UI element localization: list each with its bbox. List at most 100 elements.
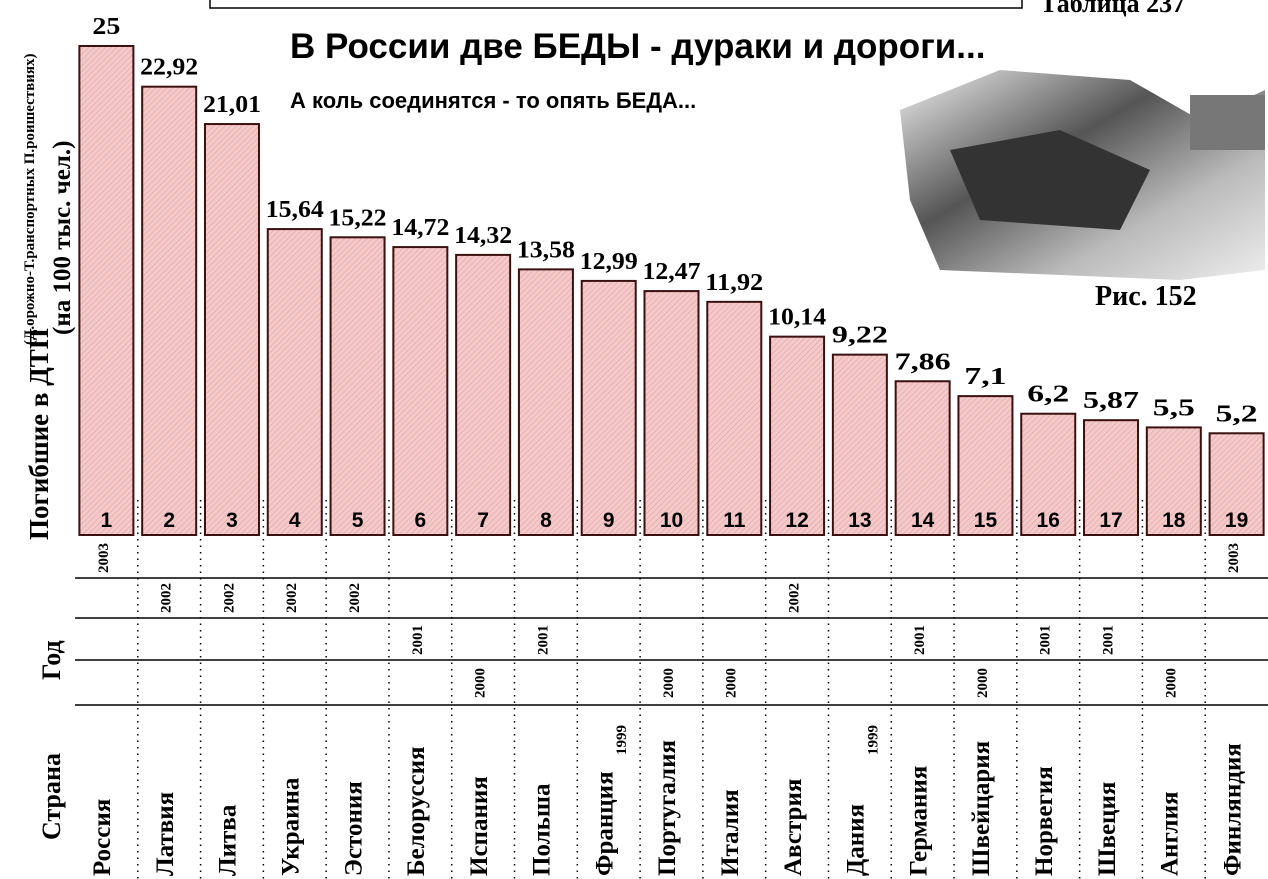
value-label: 15,22 — [329, 205, 387, 231]
year-label: 1999 — [865, 725, 881, 755]
x-tick-label: Эстония — [340, 781, 367, 876]
rank-label: 1 — [101, 509, 113, 532]
year-row-label: Год — [37, 640, 66, 680]
value-label: 22,92 — [140, 55, 198, 81]
year-label: 2001 — [1038, 625, 1054, 655]
value-label: 7,1 — [964, 364, 1006, 390]
bar — [643, 290, 700, 536]
x-tick-label: Италия — [717, 789, 744, 876]
year-label: 2002 — [787, 583, 803, 613]
frame — [209, 0, 1023, 9]
year-label: 2001 — [410, 625, 426, 655]
bar — [894, 380, 951, 536]
rank-label: 8 — [540, 509, 552, 532]
x-tick-label: Украина — [277, 777, 304, 876]
bar — [1083, 419, 1140, 536]
rank-label: 4 — [289, 509, 301, 532]
value-label: 15,64 — [266, 197, 324, 223]
x-tick-label: Дания — [843, 804, 870, 876]
bar — [78, 45, 135, 536]
value-label: 7,86 — [895, 349, 951, 375]
x-tick-label: Норвегия — [1031, 766, 1058, 876]
rank-label: 19 — [1225, 509, 1248, 532]
year-label: 2003 — [96, 543, 112, 573]
value-label: 14,32 — [454, 223, 512, 249]
value-label: 5,2 — [1216, 401, 1258, 427]
x-tick-label: Россия — [89, 799, 116, 876]
x-tick-label: Португалия — [654, 740, 681, 876]
rank-label: 15 — [974, 509, 998, 532]
chart-title: В России две БЕДЫ - дураки и дороги... — [290, 27, 985, 66]
year-label: 2000 — [473, 668, 489, 698]
x-tick-label: Англия — [1157, 792, 1184, 877]
bar — [266, 228, 323, 536]
bar — [769, 335, 826, 536]
x-tick-label: Швейцария — [968, 741, 995, 876]
value-label: 12,99 — [580, 249, 638, 275]
bar — [392, 246, 449, 536]
year-label: 2001 — [1100, 625, 1116, 655]
bar — [831, 353, 888, 536]
value-label: 14,72 — [391, 215, 449, 241]
rank-label: 18 — [1162, 509, 1186, 532]
value-label: 21,01 — [203, 92, 261, 118]
rank-label: 3 — [226, 509, 238, 532]
year-label: 2000 — [1163, 668, 1179, 698]
rank-label: 6 — [414, 509, 426, 532]
value-label: 5,5 — [1153, 395, 1195, 421]
x-tick-label: Франция — [591, 771, 618, 876]
year-label: 2002 — [159, 583, 175, 613]
x-tick-label: Белоруссия — [403, 746, 430, 876]
value-label: 5,87 — [1083, 388, 1139, 414]
bar — [706, 300, 763, 536]
year-label: 2000 — [724, 668, 740, 698]
bar — [1208, 432, 1265, 536]
photo — [900, 70, 1265, 280]
x-tick-label: Германия — [905, 766, 932, 876]
year-label: 2000 — [975, 668, 991, 698]
x-tick-label: Финляндия — [1219, 743, 1246, 876]
rank-label: 13 — [848, 509, 871, 532]
year-label: 2000 — [661, 668, 677, 698]
rank-label: 17 — [1099, 509, 1122, 532]
value-label: 10,14 — [768, 305, 826, 331]
rank-label: 11 — [723, 509, 746, 532]
year-label: 2002 — [221, 583, 237, 613]
bar — [455, 253, 512, 537]
y-label-note: (Д.орожно-Т.ранспортных П.роишествиях) — [22, 54, 38, 346]
value-label: 11,92 — [705, 270, 763, 296]
rank-label: 5 — [352, 509, 364, 532]
rank-label: 12 — [785, 509, 808, 532]
y-label-unit: (на 100 тыс. чел.) — [49, 141, 76, 335]
country-row-label: Страна — [37, 753, 66, 840]
x-tick-label: Польша — [529, 783, 556, 876]
year-label: 2003 — [1226, 543, 1242, 573]
bar — [517, 268, 574, 536]
bar — [203, 123, 260, 536]
y-label: Погибшие в ДТП — [24, 328, 54, 540]
x-tick-label: Швеция — [1094, 782, 1121, 876]
bar — [1145, 426, 1202, 537]
bar — [957, 395, 1014, 536]
value-label: 12,47 — [643, 259, 701, 285]
year-label: 2001 — [535, 625, 551, 655]
x-tick-label: Испания — [466, 776, 493, 876]
rank-label: 7 — [477, 509, 489, 532]
value-label: 9,22 — [832, 323, 888, 349]
x-tick-label: Австрия — [780, 779, 807, 876]
year-label: 2001 — [912, 625, 928, 655]
bar — [1020, 412, 1077, 536]
x-tick-label: Латвия — [152, 792, 179, 876]
rank-label: 10 — [660, 509, 683, 532]
rank-label: 14 — [911, 509, 935, 532]
value-label: 6,2 — [1027, 382, 1069, 408]
year-label: 1999 — [614, 725, 630, 755]
rank-label: 2 — [163, 509, 175, 532]
value-label: 25 — [92, 14, 120, 40]
table-lines — [75, 577, 1268, 706]
x-tick-label: Литва — [215, 804, 242, 876]
bar — [141, 85, 198, 536]
rank-label: 9 — [603, 509, 615, 532]
figure-label: Рис. 152 — [1095, 281, 1197, 312]
